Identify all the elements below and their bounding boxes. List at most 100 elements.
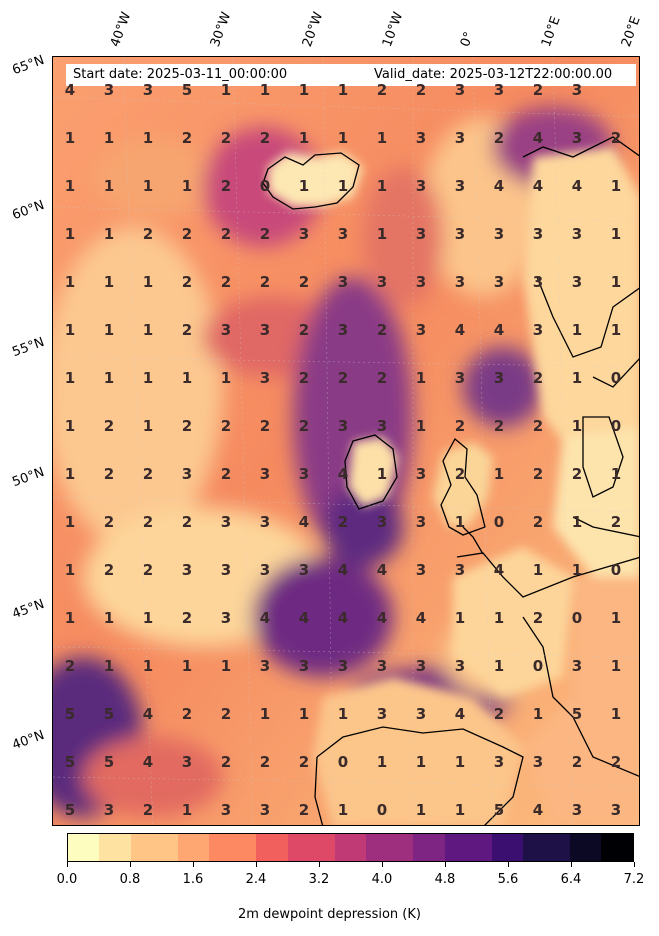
grid-value: 2 bbox=[220, 273, 232, 291]
grid-value: 3 bbox=[142, 81, 154, 99]
grid-value: 1 bbox=[142, 273, 154, 291]
colorbar-tick-label: 3.2 bbox=[308, 872, 330, 887]
colorbar-segment bbox=[240, 834, 257, 861]
grid-value: 1 bbox=[181, 657, 193, 675]
grid-value: 1 bbox=[298, 81, 310, 99]
grid-value: 1 bbox=[298, 177, 310, 195]
grid-value: 4 bbox=[64, 81, 76, 99]
grid-value: 1 bbox=[610, 321, 622, 339]
grid-value: 3 bbox=[493, 81, 505, 99]
grid-value: 2 bbox=[298, 417, 310, 435]
grid-value: 3 bbox=[415, 225, 427, 243]
colorbar-tick-label: 2.4 bbox=[245, 872, 267, 887]
grid-value: 3 bbox=[454, 177, 466, 195]
lon-label-10e: 10°E bbox=[538, 14, 564, 50]
colorbar-segment bbox=[397, 834, 414, 861]
grid-value: 2 bbox=[64, 657, 76, 675]
grid-value: 1 bbox=[142, 417, 154, 435]
grid-value: 2 bbox=[259, 753, 271, 771]
grid-value: 2 bbox=[376, 321, 388, 339]
lat-label-55n: 55°N bbox=[10, 334, 47, 361]
grid-value: 1 bbox=[610, 609, 622, 627]
grid-value: 1 bbox=[103, 369, 115, 387]
grid-value: 1 bbox=[571, 369, 583, 387]
grid-value: 2 bbox=[532, 369, 544, 387]
grid-value: 3 bbox=[571, 81, 583, 99]
grid-value: 2 bbox=[259, 417, 271, 435]
grid-value: 4 bbox=[337, 609, 349, 627]
grid-value: 0 bbox=[259, 177, 271, 195]
colorbar-segment bbox=[334, 834, 351, 861]
grid-value: 1 bbox=[415, 753, 427, 771]
grid-value: 2 bbox=[220, 417, 232, 435]
grid-value: 1 bbox=[220, 657, 232, 675]
colorbar-tick bbox=[129, 862, 131, 867]
grid-value: 1 bbox=[298, 705, 310, 723]
grid-value: 1 bbox=[454, 753, 466, 771]
grid-value: 4 bbox=[532, 801, 544, 819]
map-panel bbox=[52, 56, 640, 826]
colorbar-tick-label: 1.6 bbox=[182, 872, 204, 887]
grid-value: 1 bbox=[376, 129, 388, 147]
grid-value: 2 bbox=[142, 801, 154, 819]
grid-value: 2 bbox=[532, 417, 544, 435]
grid-value: 3 bbox=[610, 801, 622, 819]
grid-value: 1 bbox=[64, 417, 76, 435]
colorbar-segment bbox=[381, 834, 398, 861]
colorbar-segment bbox=[256, 834, 272, 861]
grid-value: 4 bbox=[415, 609, 427, 627]
grid-value: 2 bbox=[493, 129, 505, 147]
grid-value: 3 bbox=[376, 417, 388, 435]
colorbar-segment bbox=[554, 834, 570, 861]
grid-value: 1 bbox=[103, 609, 115, 627]
grid-value: 2 bbox=[571, 753, 583, 771]
grid-value: 1 bbox=[337, 177, 349, 195]
grid-value: 3 bbox=[532, 225, 544, 243]
grid-value: 2 bbox=[610, 513, 622, 531]
graticule bbox=[53, 57, 639, 825]
colorbar-tick bbox=[507, 862, 509, 867]
lon-label-40w: 40°W bbox=[107, 10, 135, 49]
grid-value: 3 bbox=[415, 705, 427, 723]
grid-value: 2 bbox=[298, 753, 310, 771]
colorbar-tick-label: 5.6 bbox=[497, 872, 519, 887]
grid-value: 2 bbox=[376, 81, 388, 99]
grid-value: 3 bbox=[337, 273, 349, 291]
grid-value: 2 bbox=[298, 801, 310, 819]
lon-label-30w: 30°W bbox=[207, 10, 235, 49]
grid-value: 1 bbox=[415, 801, 427, 819]
colorbar-segment bbox=[83, 834, 100, 861]
lon-label-0: 0° bbox=[457, 29, 478, 49]
grid-value: 3 bbox=[376, 705, 388, 723]
grid-value: 0 bbox=[610, 369, 622, 387]
grid-value: 1 bbox=[64, 609, 76, 627]
grid-value: 2 bbox=[259, 225, 271, 243]
grid-value: 2 bbox=[415, 81, 427, 99]
grid-value: 3 bbox=[376, 513, 388, 531]
grid-value: 2 bbox=[181, 225, 193, 243]
grid-value: 4 bbox=[337, 465, 349, 483]
grid-value: 0 bbox=[376, 801, 388, 819]
grid-value: 2 bbox=[298, 369, 310, 387]
grid-value: 3 bbox=[415, 465, 427, 483]
grid-value: 5 bbox=[64, 705, 76, 723]
grid-value: 3 bbox=[415, 321, 427, 339]
grid-value: 3 bbox=[532, 753, 544, 771]
grid-value: 4 bbox=[337, 561, 349, 579]
valid-date-label: Valid_date: 2025-03-12T22:00:00.00 bbox=[374, 67, 613, 82]
colorbar-segment bbox=[601, 834, 618, 861]
grid-value: 1 bbox=[337, 705, 349, 723]
grid-value: 2 bbox=[571, 465, 583, 483]
grid-value: 2 bbox=[337, 513, 349, 531]
grid-value: 5 bbox=[571, 705, 583, 723]
grid-value: 4 bbox=[142, 705, 154, 723]
grid-value: 2 bbox=[220, 177, 232, 195]
grid-value: 3 bbox=[415, 561, 427, 579]
colorbar-segment bbox=[177, 834, 194, 861]
grid-value: 2 bbox=[142, 225, 154, 243]
grid-value: 1 bbox=[454, 609, 466, 627]
grid-value: 1 bbox=[142, 177, 154, 195]
grid-value: 3 bbox=[415, 657, 427, 675]
grid-value: 3 bbox=[454, 369, 466, 387]
grid-value: 1 bbox=[532, 705, 544, 723]
